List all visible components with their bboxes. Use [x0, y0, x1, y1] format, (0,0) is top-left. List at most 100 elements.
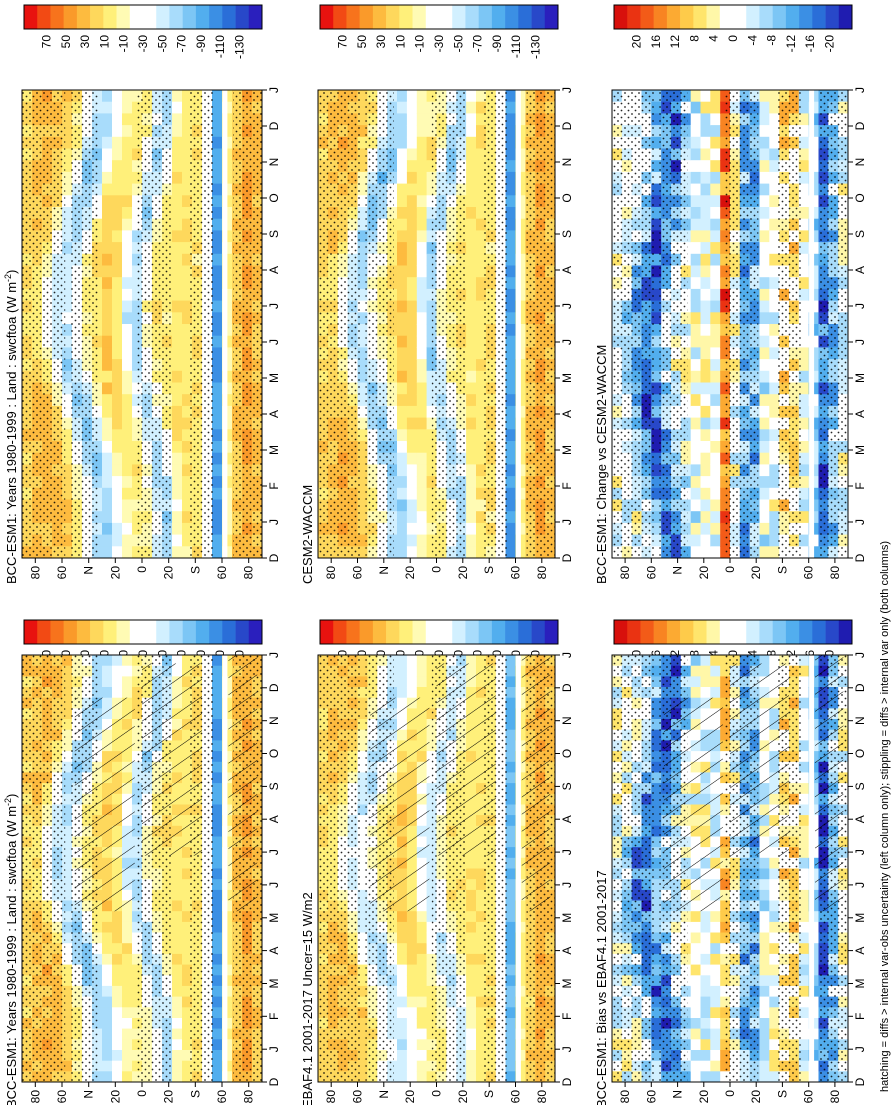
colorbar-tick-label: -4	[745, 35, 759, 46]
lat-tick-label: 60	[215, 566, 229, 580]
heatmap-cell	[407, 911, 418, 922]
stippling	[432, 90, 465, 558]
month-tick-label: O	[267, 193, 281, 202]
colorbar-tick-label: 20	[630, 35, 644, 49]
heatmap-cell	[466, 242, 477, 254]
month-tick-label: A	[267, 947, 281, 955]
colorbar-swatch	[812, 5, 826, 29]
colorbar-tick-label: 0	[726, 35, 740, 42]
heatmap-cell	[397, 301, 408, 313]
colorbar-swatch	[183, 5, 197, 29]
heatmap-cell	[466, 464, 477, 476]
lat-tick-label: N	[82, 1090, 96, 1099]
heatmap-cell	[112, 102, 123, 114]
heatmap-cell	[701, 301, 711, 313]
heatmap-cell	[407, 453, 418, 465]
heatmap-cell	[407, 1018, 418, 1029]
colorbar-swatch	[373, 5, 387, 29]
heatmap-cell	[112, 943, 123, 954]
month-tick-label: J	[560, 87, 574, 93]
heatmap-cell	[710, 394, 720, 406]
heatmap-cell	[466, 546, 477, 558]
heatmap-cell	[691, 324, 701, 336]
heatmap-cell	[397, 1050, 408, 1061]
heatmap-cell	[397, 954, 408, 965]
heatmap-cell	[172, 359, 183, 371]
heatmap-cell	[710, 266, 720, 278]
stippling	[190, 90, 214, 558]
colorbar-swatch	[707, 5, 721, 29]
heatmap-cell	[397, 230, 408, 242]
heatmap-cell	[466, 1007, 477, 1018]
heatmap-cell	[112, 1050, 123, 1061]
colorbar-tick-label: -110	[213, 35, 227, 58]
heatmap-cell	[407, 975, 418, 986]
lat-tick-label: 80	[242, 1090, 256, 1104]
heatmap-cell	[172, 371, 183, 383]
colorbar-tick-label: 70	[40, 35, 54, 49]
heatmap-cell	[122, 1061, 133, 1072]
heatmap-cell	[397, 911, 408, 922]
heatmap-cell	[112, 1039, 123, 1050]
heatmap-cell	[417, 1029, 428, 1040]
heatmap-cell	[417, 511, 428, 523]
heatmap-cell	[691, 500, 701, 512]
heatmap-cell	[691, 523, 701, 535]
heatmap-cell	[701, 476, 711, 488]
heatmap-cell	[172, 312, 183, 324]
heatmap-cell	[397, 336, 408, 348]
heatmap-cell	[701, 453, 711, 465]
lat-tick-label: 60	[55, 1090, 69, 1104]
heatmap-cell	[701, 254, 711, 266]
colorbar-tick-label: -70	[471, 35, 485, 53]
heatmap-cell	[466, 184, 477, 196]
heatmap-cell	[112, 1007, 123, 1018]
heatmap-cell	[112, 441, 123, 453]
colorbar-swatch	[64, 620, 78, 644]
heatmap-cell	[112, 347, 123, 359]
heatmap-cell	[466, 523, 477, 535]
heatmap-cell	[701, 546, 711, 558]
lat-tick-label: S	[482, 1090, 496, 1098]
heatmap-cell	[417, 986, 428, 997]
heatmap-cell	[172, 933, 183, 944]
heatmap-cell	[407, 172, 418, 184]
heatmap-cell	[466, 911, 477, 922]
heatmap-cell	[407, 511, 418, 523]
heatmap-cell	[417, 1007, 428, 1018]
heatmap-cell	[760, 113, 770, 125]
colorbar-tick-label: 50	[59, 35, 73, 49]
heatmap-cell	[407, 266, 418, 278]
colorbar-swatch	[249, 620, 263, 644]
colorbar-tick-label: 16	[649, 35, 663, 49]
heatmap-cell	[397, 359, 408, 371]
heatmap-cell	[466, 476, 477, 488]
heatmap-cell	[417, 301, 428, 313]
heatmap-cell	[710, 149, 720, 161]
heatmap-cell	[407, 441, 418, 453]
heatmap-cell	[701, 125, 711, 137]
month-tick-label: J	[560, 652, 574, 658]
month-tick-label: J	[560, 519, 574, 525]
colorbar-swatch	[346, 620, 360, 644]
heatmap-cell	[407, 523, 418, 535]
heatmap-cell	[122, 943, 133, 954]
heatmap-cell	[691, 394, 701, 406]
heatmap-cell	[172, 301, 183, 313]
colorbar-swatch	[156, 5, 170, 29]
heatmap-cell	[112, 195, 123, 207]
heatmap-cell	[701, 160, 711, 172]
heatmap-cell	[466, 371, 477, 383]
heatmap-cell	[122, 546, 133, 558]
heatmap-cell	[112, 535, 123, 547]
heatmap-cell	[691, 464, 701, 476]
heatmap-cell	[397, 266, 408, 278]
missing-band	[516, 655, 521, 1082]
heatmap-cell	[407, 289, 418, 301]
colorbar-swatch	[209, 620, 223, 644]
colorbar-swatch	[492, 5, 506, 29]
heatmap-cell	[122, 1029, 133, 1040]
colorbar-swatch	[117, 620, 131, 644]
heatmap-cell	[417, 137, 428, 149]
heatmap-cell	[710, 511, 720, 523]
